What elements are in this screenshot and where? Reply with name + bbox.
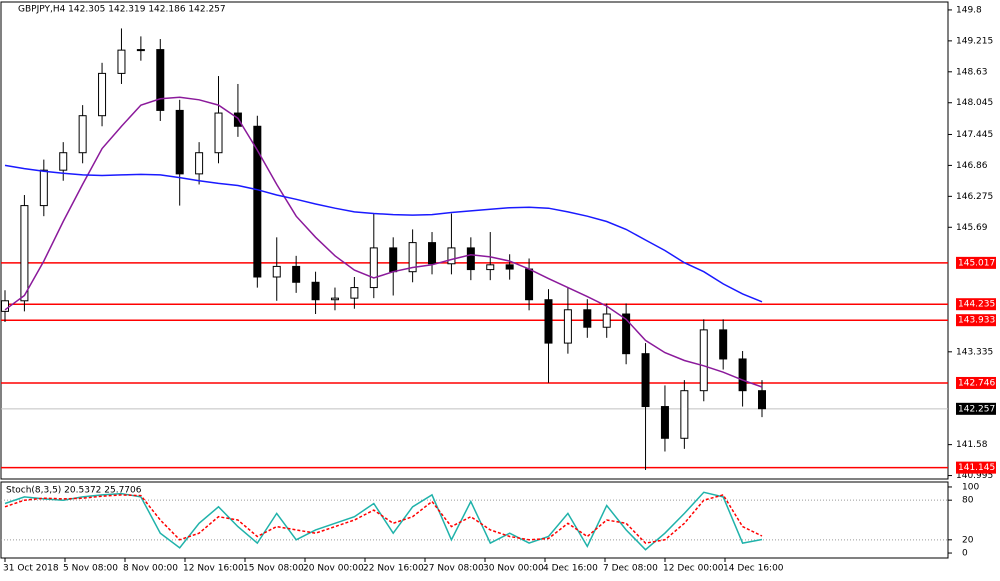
y-tick-label: 100 — [962, 482, 979, 492]
candle-body — [350, 287, 359, 299]
candle-body — [214, 112, 223, 154]
candle-body — [330, 297, 339, 301]
candle-body — [583, 309, 592, 328]
candle-body — [195, 152, 204, 175]
x-tick-label: 31 Oct 2018 — [3, 564, 59, 574]
y-tick-label: 149.8 — [956, 5, 982, 15]
x-tick-label: 12 Nov 16:00 — [183, 564, 244, 574]
y-tick-label: 143.335 — [956, 347, 993, 357]
candle-body — [738, 358, 747, 392]
candle-body — [292, 265, 301, 283]
level-label: 145.017 — [958, 258, 995, 268]
candle-body — [447, 247, 456, 265]
candle-body — [505, 264, 514, 270]
level-box — [956, 298, 996, 311]
level-label: 142.746 — [958, 378, 995, 388]
candle-body — [486, 264, 495, 271]
y-tick-label: 148.63 — [956, 67, 988, 77]
y-tick-label: 141.58 — [956, 440, 988, 450]
level-box — [956, 376, 996, 389]
candle-body — [369, 247, 378, 289]
x-tick-label: 12 Dec 00:00 — [663, 564, 724, 574]
level-box — [956, 314, 996, 327]
candle-body — [544, 299, 553, 344]
chart-title: GBPJPY,H4 142.305 142.319 142.186 142.25… — [18, 5, 226, 15]
candle-body — [253, 125, 262, 278]
candle-body — [78, 115, 87, 154]
candle-body — [389, 247, 398, 273]
y-tick-label: 20 — [962, 535, 974, 545]
candle-body — [98, 72, 107, 117]
indicator-line — [4, 164, 763, 303]
candle-body — [622, 313, 631, 355]
level-label: 144.235 — [958, 300, 995, 310]
candle-body — [719, 329, 728, 360]
candle-body — [602, 313, 611, 328]
candle-body — [1, 300, 9, 312]
candle-body — [156, 49, 165, 111]
x-tick-label: 5 Nov 08:00 — [63, 564, 118, 574]
level-label: 141.145 — [958, 463, 995, 473]
y-tick-label: 145.69 — [956, 223, 988, 233]
x-tick-label: 22 Nov 16:00 — [363, 564, 424, 574]
stoch-title: Stoch(8,3,5) 20.5372 25.7706 — [6, 486, 142, 496]
candle-body — [311, 281, 320, 301]
x-tick-label: 4 Dec 16:00 — [543, 564, 598, 574]
x-tick-label: 20 Nov 00:00 — [303, 564, 364, 574]
candle-body — [272, 265, 281, 278]
x-tick-label: 14 Dec 16:00 — [723, 564, 784, 574]
current-price-box — [956, 402, 996, 415]
candle-body — [641, 353, 650, 408]
y-tick-label: 149.215 — [956, 36, 993, 46]
candle-body — [466, 247, 475, 271]
y-tick-label: 146.275 — [956, 192, 993, 202]
y-tick-label: 0 — [962, 549, 968, 559]
candle-body — [39, 169, 48, 207]
indicator-line — [4, 494, 763, 544]
candle-body — [428, 242, 437, 265]
x-tick-label: 30 Nov 00:00 — [483, 564, 544, 574]
x-tick-label: 15 Nov 08:00 — [243, 564, 304, 574]
candle-body — [563, 309, 572, 344]
y-tick-label: 80 — [962, 496, 974, 506]
y-tick-label: 147.445 — [956, 130, 993, 140]
y-tick-label: 140.995 — [956, 471, 993, 481]
candle-body — [59, 152, 68, 171]
x-tick-label: 7 Dec 08:00 — [603, 564, 658, 574]
level-box — [956, 461, 996, 474]
stoch-panel — [0, 481, 949, 559]
y-tick-label: 146.86 — [956, 161, 988, 171]
main-panel — [0, 1, 949, 480]
candle-body — [408, 242, 417, 273]
candle-body — [699, 329, 708, 392]
candle-body — [20, 205, 29, 302]
x-tick-label: 27 Nov 08:00 — [423, 564, 484, 574]
candle-body — [680, 390, 689, 439]
indicator-line — [4, 96, 763, 388]
candle-body — [175, 109, 184, 175]
candle-body — [525, 268, 534, 301]
level-label: 143.933 — [958, 316, 995, 326]
candle-body — [136, 49, 145, 52]
candle-body — [117, 49, 126, 74]
level-box — [956, 256, 996, 269]
candle-body — [660, 406, 669, 439]
y-tick-label: 148.045 — [956, 98, 993, 108]
current-price-label: 142.257 — [958, 404, 995, 414]
x-tick-label: 8 Nov 00:00 — [123, 564, 178, 574]
candle-body — [758, 390, 766, 410]
